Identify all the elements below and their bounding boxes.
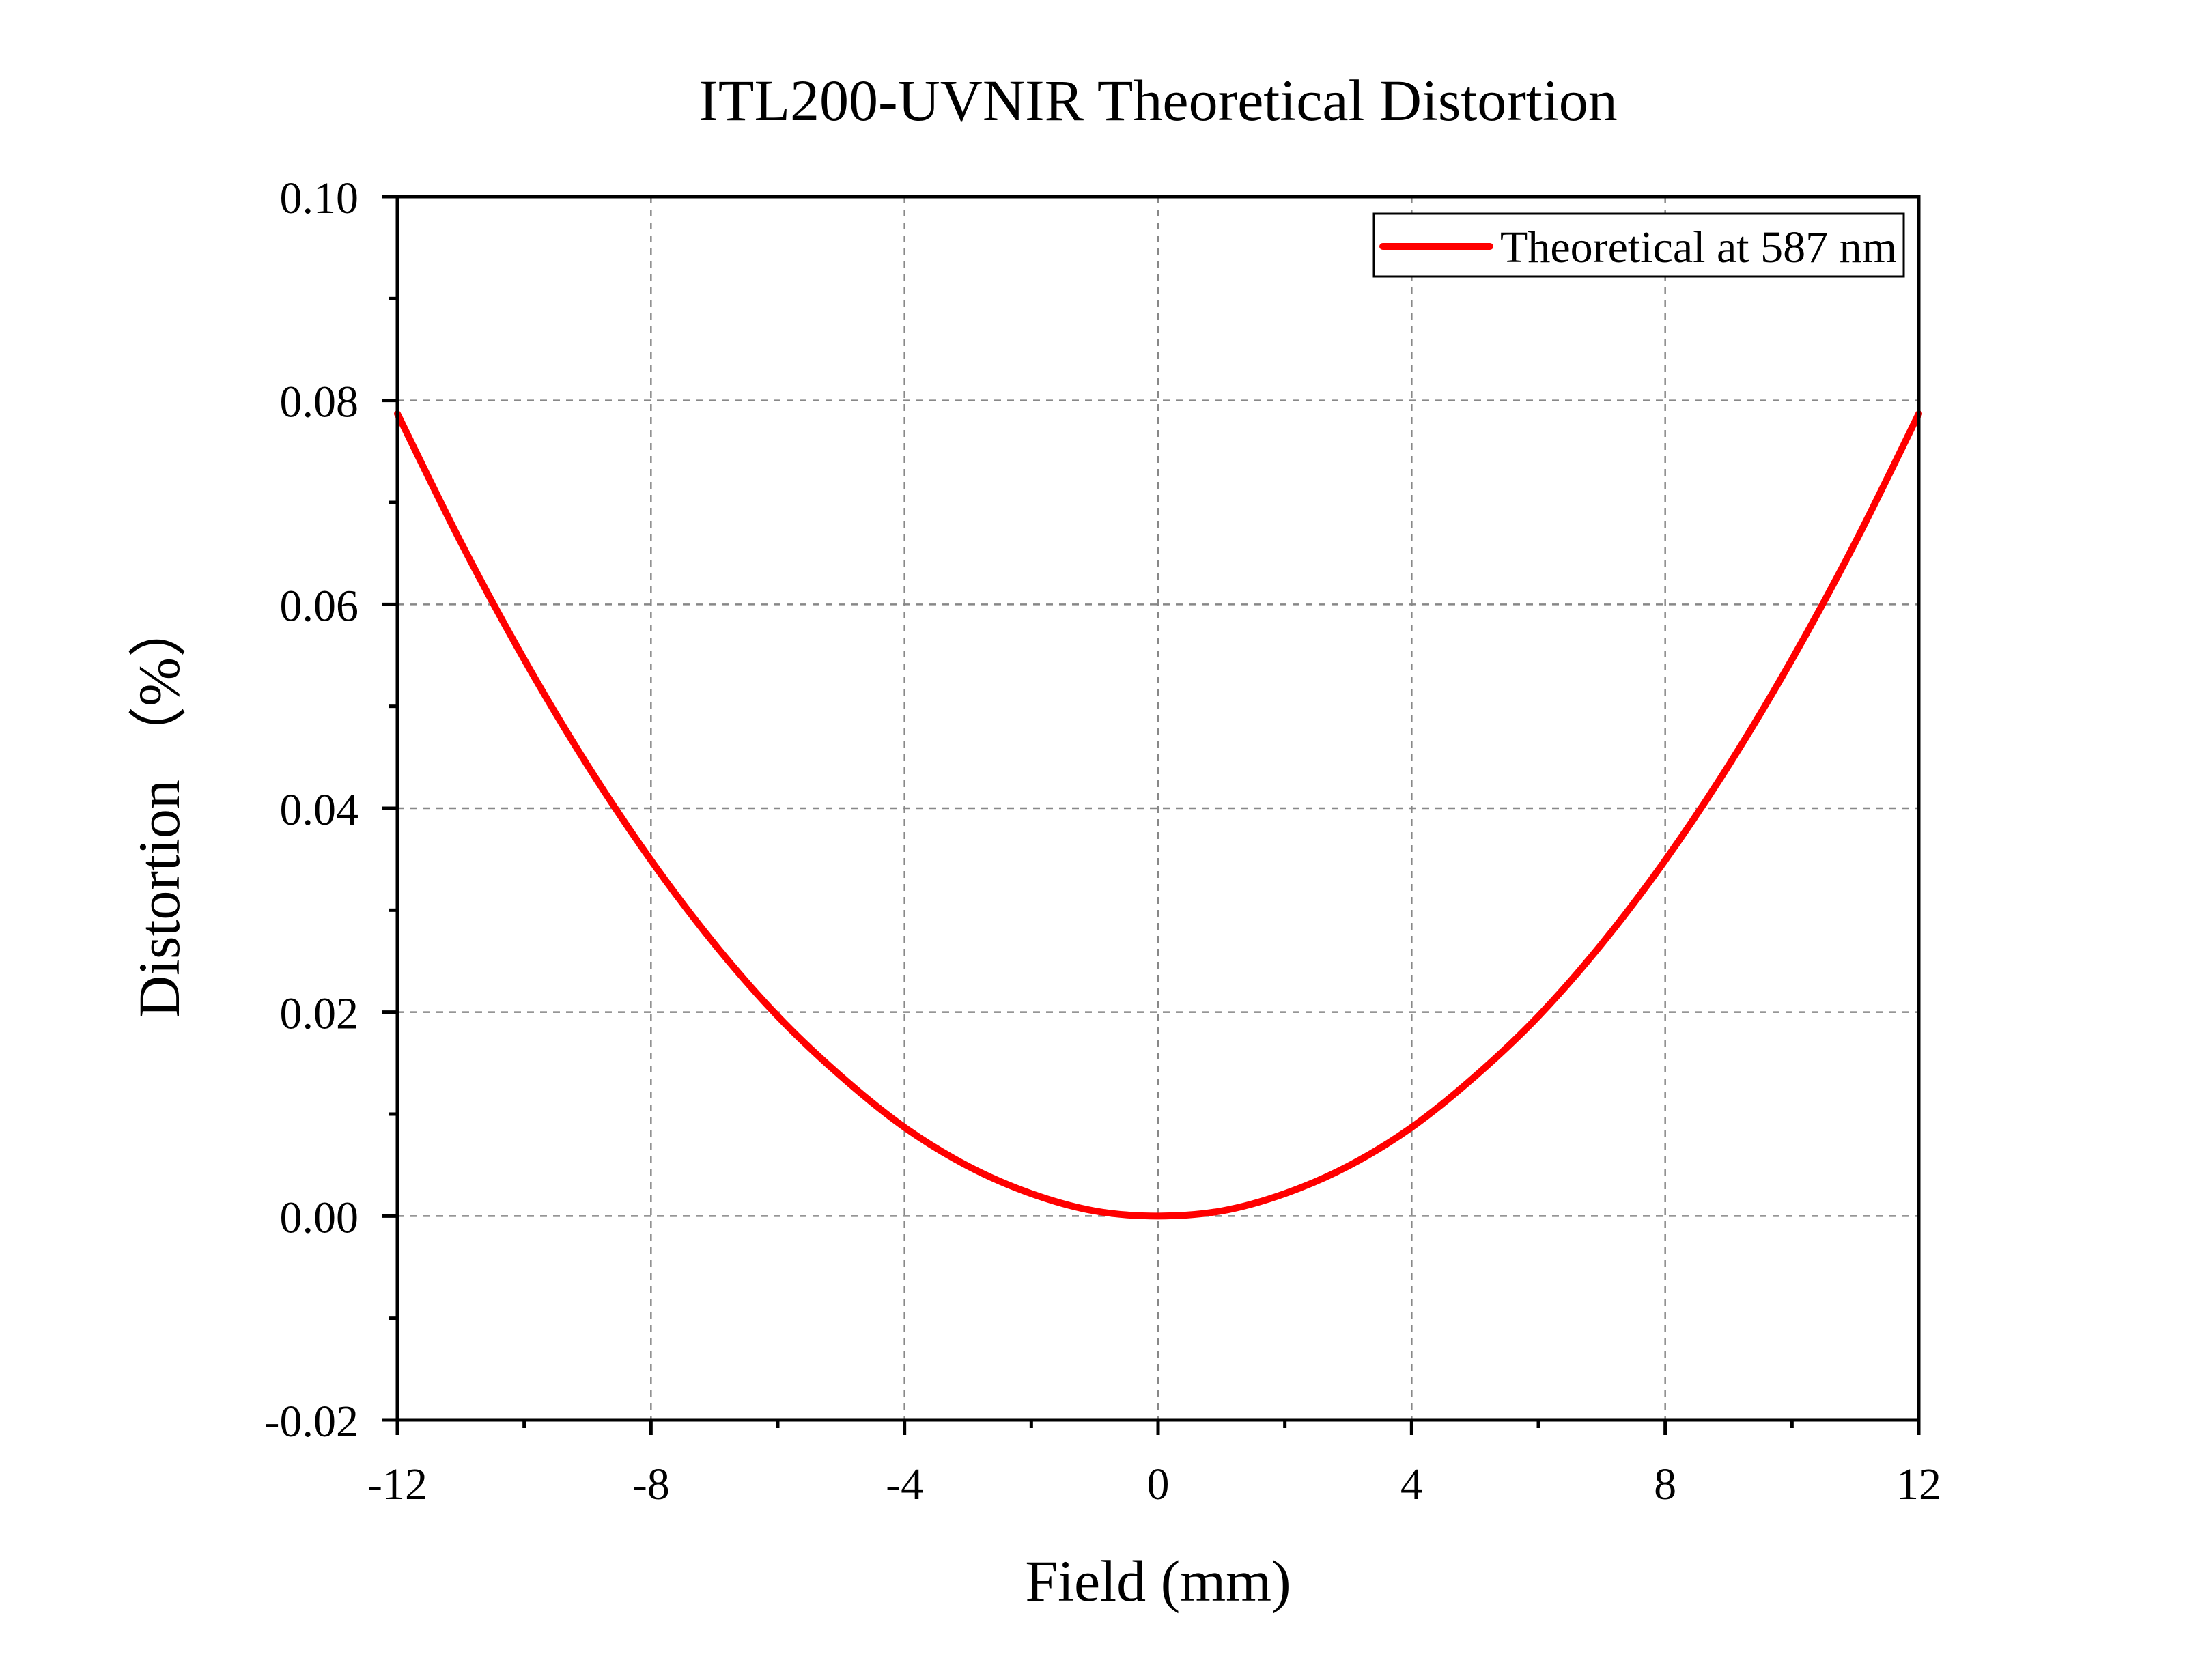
x-tick-label: 12 [1896, 1460, 1941, 1509]
y-tick-label: 0.04 [280, 785, 359, 835]
x-tick-label: 0 [1147, 1460, 1170, 1509]
series-line [394, 410, 1922, 1220]
legend: Theoretical at 587 nm [1372, 212, 1905, 278]
x-tick-label: -8 [632, 1460, 670, 1509]
y-axis-label: Distortion （%） [126, 599, 192, 1018]
y-tick-label: 0.08 [280, 378, 359, 427]
y-tick-label: 0.10 [280, 173, 359, 223]
grid [397, 197, 1919, 1420]
x-axis-label: Field (mm) [1025, 1548, 1291, 1614]
y-tick-label: 0.02 [280, 989, 359, 1039]
x-tick-label: -12 [367, 1460, 427, 1509]
series-layer [394, 410, 1922, 1220]
legend-label: Theoretical at 587 nm [1500, 223, 1897, 272]
x-tick-label: -4 [886, 1460, 923, 1509]
x-tick-label: 8 [1654, 1460, 1676, 1509]
x-tick-label: 4 [1400, 1460, 1423, 1509]
chart-title: ITL200-UVNIR Theoretical Distortion [699, 68, 1617, 133]
y-tick-label: 0.00 [280, 1193, 359, 1242]
y-tick-label: 0.06 [280, 581, 359, 631]
y-tick-label: -0.02 [265, 1397, 358, 1447]
axis-ticks: -12 -8 -4 0 4 8 12 -0.02 0.00 0.02 0.04 0.06 0.08 0.1… [265, 173, 1941, 1509]
